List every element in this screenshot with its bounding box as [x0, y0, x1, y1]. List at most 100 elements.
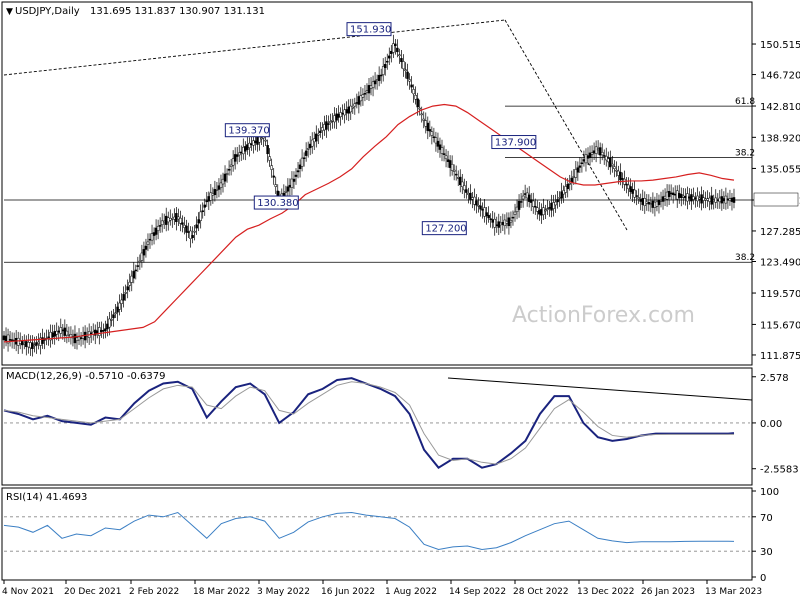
candle-body	[534, 205, 537, 208]
candle-body	[572, 176, 576, 178]
candle-body	[308, 143, 312, 149]
candle-body	[304, 150, 308, 156]
candle-body	[444, 155, 448, 160]
candle-body	[621, 178, 624, 180]
candle-body	[77, 336, 81, 341]
candle-body	[467, 193, 470, 195]
candle-body	[144, 245, 148, 250]
price-tick-label: 150.515	[760, 40, 800, 51]
candle-body	[686, 193, 689, 202]
candle-body	[592, 150, 596, 154]
candle-body	[424, 120, 428, 127]
macd-title: MACD(12,26,9) -0.5710 -0.6379	[6, 371, 166, 382]
candle-body	[716, 199, 720, 201]
x-tick-label: 20 Dec 2021	[64, 587, 122, 597]
candle-body	[629, 186, 632, 193]
candle-body	[25, 341, 28, 347]
candle-body	[114, 312, 117, 315]
candle-body	[712, 199, 715, 202]
candle-body	[655, 201, 659, 207]
candle-body	[173, 216, 176, 220]
candle-body	[477, 204, 480, 207]
candle-body	[392, 43, 395, 53]
candle-body	[79, 337, 83, 339]
macd-panel	[1, 367, 753, 486]
candle-body	[112, 314, 115, 319]
candle-body	[487, 214, 490, 219]
price-annotation: 127.200	[421, 221, 467, 236]
annotation-label: 127.200	[425, 224, 466, 235]
candle-body	[525, 192, 529, 199]
candle-body	[120, 299, 123, 304]
annotation-label: 139.370	[228, 126, 269, 137]
candle-body	[667, 190, 671, 197]
candle-body	[635, 195, 638, 197]
candle-body	[18, 340, 22, 344]
candle-body	[448, 160, 452, 168]
candle-body	[473, 196, 476, 205]
candle-body	[633, 189, 636, 198]
price-moving-average	[3, 103, 735, 343]
candle-body	[126, 286, 129, 291]
annotation-box	[224, 123, 270, 138]
candle-body	[485, 212, 488, 217]
rsi-tick-label: 30	[760, 547, 773, 558]
candle-body	[181, 222, 184, 225]
candle-body	[347, 106, 350, 114]
candle-body	[414, 94, 417, 100]
candle-body	[491, 219, 494, 223]
x-tick-label: 18 Mar 2022	[193, 587, 250, 597]
macd-tick-label: 2.578	[760, 373, 789, 384]
candle-body	[357, 96, 361, 105]
symbol-label: USDJPY,Daily	[15, 6, 80, 17]
candle-body	[704, 198, 707, 201]
candle-body	[217, 185, 221, 190]
candle-body	[35, 342, 38, 346]
candle-body	[106, 323, 109, 330]
dashed-trendline-down	[504, 19, 628, 231]
candle-body	[566, 184, 569, 190]
candle-body	[690, 194, 693, 202]
candle-body	[511, 216, 515, 219]
candle-body	[264, 139, 267, 142]
candle-body	[233, 154, 237, 162]
candle-body	[152, 232, 156, 236]
candle-body	[37, 341, 40, 344]
candle-body	[47, 336, 50, 339]
candle-body	[582, 159, 586, 162]
candle-body	[554, 201, 557, 206]
candle-body	[310, 139, 314, 147]
candle-body	[300, 157, 304, 167]
candle-body	[179, 217, 182, 224]
candle-body	[517, 200, 521, 210]
candle-body	[290, 178, 294, 188]
candle-body	[698, 197, 701, 200]
candle-body	[321, 127, 324, 131]
candle-body	[235, 154, 239, 157]
candle-body	[560, 191, 563, 199]
candle-body	[631, 189, 634, 194]
candle-body	[627, 184, 630, 190]
candle-body	[323, 124, 326, 131]
candle-body	[298, 164, 302, 169]
annotation-label: 130.380	[257, 198, 298, 209]
candle-body	[456, 177, 460, 179]
candle-body	[550, 202, 553, 211]
candle-body	[406, 71, 409, 79]
candle-body	[390, 50, 393, 55]
rsi-title: RSI(14) 41.4693	[6, 492, 87, 503]
candle-body	[132, 271, 136, 279]
x-axis: 4 Nov 2021 20 Dec 2021 2 Feb 2022 18 Mar 20…	[2, 580, 762, 597]
candle-body	[619, 171, 622, 181]
annotation-box	[421, 221, 467, 236]
x-tick-label: 16 Jun 2022	[321, 587, 375, 597]
candle-body	[213, 189, 217, 196]
x-tick-label: 13 Mar 2023	[705, 587, 762, 597]
candle-body	[268, 156, 271, 161]
candle-body	[442, 153, 446, 155]
candle-body	[124, 292, 127, 294]
candle-body	[274, 184, 277, 187]
candle-body	[61, 329, 65, 332]
candle-body	[661, 196, 665, 202]
annotation-box	[491, 135, 537, 150]
